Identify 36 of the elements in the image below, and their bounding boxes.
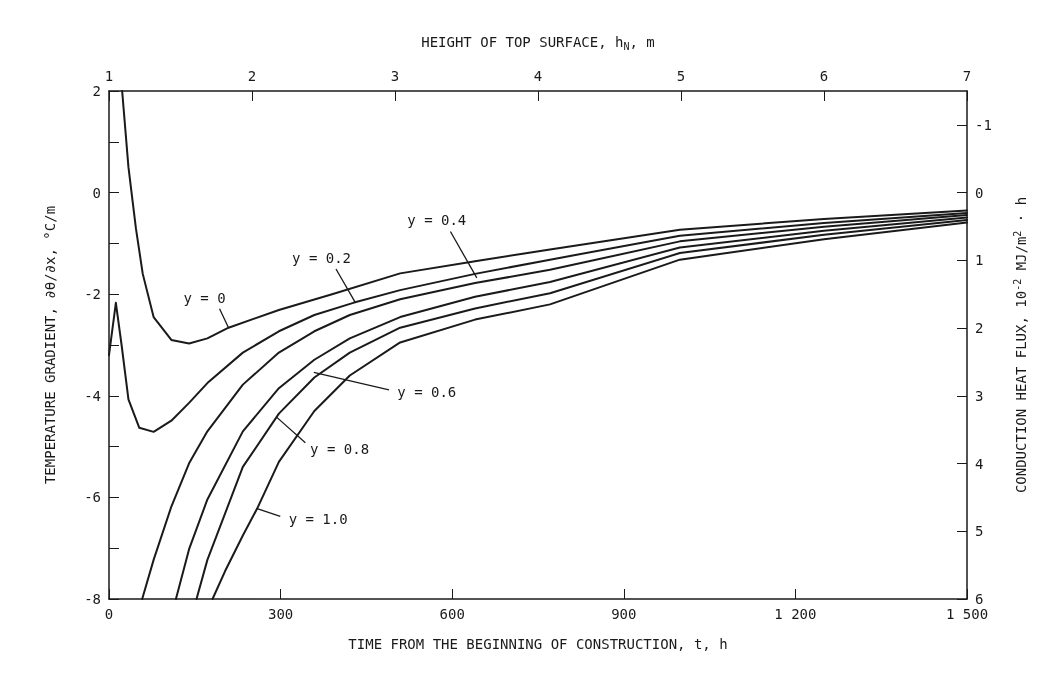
annotation: y = 0.6 bbox=[397, 384, 457, 401]
x2-tick-label: 3 bbox=[390, 68, 400, 84]
y2-tick-label: 3 bbox=[975, 387, 984, 404]
x-axis-title: TIME FROM THE BEGINNING OF CONSTRUCTION, t, h bbox=[348, 636, 728, 652]
x-tick-label: 0 bbox=[104, 606, 114, 622]
y2-tick-label: 2 bbox=[975, 320, 984, 337]
y2-tick-label: 6 bbox=[975, 591, 984, 607]
y2-tick-label: -1 bbox=[975, 116, 992, 133]
annotation: y = 0.4 bbox=[407, 211, 467, 228]
y-tick-label: 2 bbox=[92, 83, 101, 99]
y-axis-title: TEMPERATURE GRADIENT, ∂θ/∂x, °C/m bbox=[42, 205, 58, 485]
annotation: y = 0 bbox=[183, 289, 226, 306]
y2-tick-label: 0 bbox=[975, 184, 984, 201]
y2-tick-label: 5 bbox=[975, 523, 984, 540]
y2-axis-title: CONDUCTION HEAT FLUX, 10-2 MJ/m2 · h bbox=[1011, 196, 1029, 494]
x2-tick-label: 1 bbox=[104, 68, 114, 84]
x-tick-label: 1 200 bbox=[774, 606, 817, 622]
y-tick-label: -2 bbox=[84, 286, 101, 303]
annotation: y = 0.8 bbox=[310, 441, 370, 458]
x2-tick-label: 4 bbox=[533, 68, 543, 84]
x2-tick-label: 7 bbox=[962, 68, 972, 84]
y2-tick-label: 4 bbox=[975, 455, 984, 472]
y-tick-label: -8 bbox=[84, 591, 101, 607]
y2-tick-label: 1 bbox=[975, 252, 984, 269]
x-tick-label: 900 bbox=[611, 606, 637, 622]
x-tick-label: 1 500 bbox=[945, 606, 989, 622]
annotation: y = 0.2 bbox=[292, 249, 352, 266]
x-tick-label: 300 bbox=[267, 606, 294, 622]
annotation: y = 1.0 bbox=[288, 510, 348, 527]
x2-tick-label: 6 bbox=[819, 68, 829, 84]
y-tick-label: -4 bbox=[84, 387, 101, 404]
y-tick-label: 0 bbox=[92, 184, 101, 201]
y-tick-label: -6 bbox=[84, 489, 101, 506]
x-tick-label: 600 bbox=[439, 606, 465, 622]
x2-tick-label: 2 bbox=[247, 68, 257, 84]
x2-tick-label: 5 bbox=[676, 68, 686, 84]
